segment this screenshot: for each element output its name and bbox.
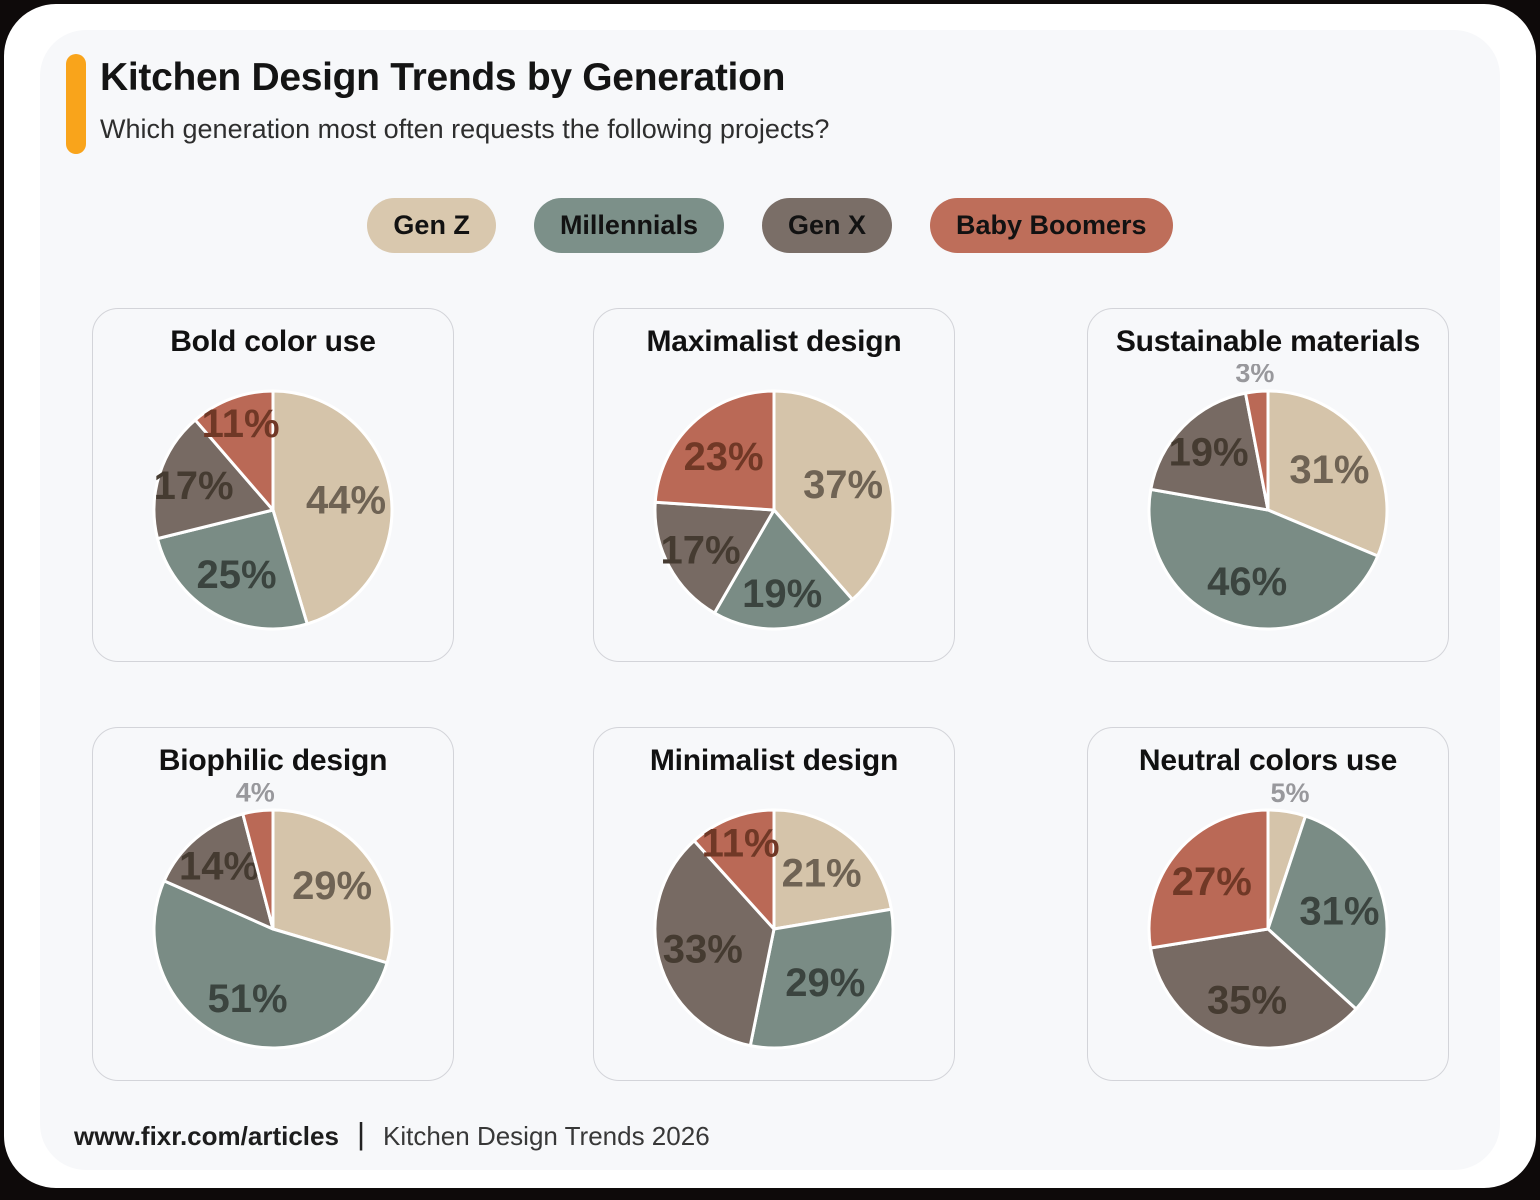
pie-label-gen-z: 21% <box>782 852 862 896</box>
pie-slice-baby-boomers <box>1147 808 1270 950</box>
legend: Gen Z Millennials Gen X Baby Boomers <box>40 198 1500 253</box>
pie-slice-gen-x <box>152 418 275 541</box>
pie-slice-gen-z <box>271 389 394 626</box>
footer-caption: Kitchen Design Trends 2026 <box>383 1120 710 1151</box>
pie-label-millennials: 31% <box>1299 889 1379 933</box>
pie-slice-gen-x <box>653 839 776 1048</box>
pie-label-baby-boomers: 23% <box>684 435 764 479</box>
pie-label-gen-z: 5% <box>1270 783 1309 808</box>
pie-label-millennials: 51% <box>207 977 287 1021</box>
footer: www.fixr.com/articles | Kitchen Design T… <box>74 1116 710 1154</box>
pie-chart-bold-color-use: 44% 25% 17% 11% <box>152 389 394 631</box>
pie-slice-gen-x <box>162 812 275 931</box>
pie-label-gen-x: 14% <box>179 845 259 889</box>
legend-pill-gen-z: Gen Z <box>367 198 496 253</box>
chart-card-title: Neutral colors use <box>1138 744 1398 777</box>
chart-card-minimalist-design: Minimalist design 21% 29% 33% 11% <box>593 727 955 1081</box>
pie-label-baby-boomers: 27% <box>1172 860 1252 904</box>
pie-label-gen-x: 33% <box>663 928 743 972</box>
pie-slice-millennials <box>1147 487 1380 631</box>
chart-card-biophilic-design: Biophilic design 29% 51% 14% 4% <box>92 727 454 1081</box>
pie-slice-millennials <box>713 508 854 631</box>
page-title: Kitchen Design Trends by Generation <box>100 56 786 99</box>
pie-slice-millennials <box>1266 814 1389 1011</box>
pie-label-baby-boomers: 3% <box>1235 364 1274 388</box>
chart-card-title: Sustainable materials <box>1115 325 1421 358</box>
pie-slice-millennials <box>152 879 389 1050</box>
pie-slice-gen-x <box>1149 391 1270 512</box>
chart-card-title: Biophilic design <box>158 744 388 777</box>
pie-slice-millennials <box>155 508 309 631</box>
pie-slice-gen-x <box>1149 927 1358 1050</box>
pie-chart-neutral-colors-use: 5% 31% 35% 27% <box>1147 783 1389 1050</box>
pie-slice-gen-z <box>772 808 893 931</box>
pie-slice-gen-z <box>772 389 895 601</box>
pie-label-baby-boomers: 11% <box>202 402 280 446</box>
chart-card-maximalist-design: Maximalist design 37% 19% 17% 23% <box>593 308 955 662</box>
pie-label-gen-z: 44% <box>306 478 386 522</box>
pie-label-gen-z: 31% <box>1289 448 1369 492</box>
pie-label-gen-x: 19% <box>1169 431 1249 475</box>
pie-slice-baby-boomers <box>653 389 776 512</box>
pie-label-gen-z: 37% <box>803 463 883 507</box>
pie-chart-biophilic-design: 29% 51% 14% 4% <box>152 783 394 1050</box>
pie-slice-baby-boomers <box>692 808 776 931</box>
pie-label-gen-x: 17% <box>154 464 234 508</box>
legend-pill-millennials: Millennials <box>533 198 724 253</box>
legend-pill-gen-x: Gen X <box>761 198 893 253</box>
footer-separator: | <box>356 1116 365 1151</box>
infographic-canvas: Kitchen Design Trends by Generation Whic… <box>4 4 1536 1188</box>
page-subtitle: Which generation most often requests the… <box>100 114 830 144</box>
pie-chart-sustainable-materials: 31% 46% 19% 3% <box>1147 364 1389 631</box>
pie-slice-gen-z <box>1266 389 1389 558</box>
chart-card-title: Bold color use <box>170 325 376 358</box>
pie-label-millennials: 29% <box>785 961 865 1005</box>
pie-slice-gen-x <box>653 500 776 615</box>
pie-label-millennials: 25% <box>196 553 276 597</box>
main-card: Kitchen Design Trends by Generation Whic… <box>40 30 1500 1170</box>
pie-label-gen-x: 17% <box>660 528 740 572</box>
pie-label-baby-boomers: 4% <box>236 783 275 808</box>
chart-card-title: Maximalist design <box>646 325 902 358</box>
footer-site-url: www.fixr.com/articles <box>74 1120 339 1151</box>
pie-label-millennials: 46% <box>1207 560 1287 604</box>
chart-card-title: Minimalist design <box>649 744 899 777</box>
title-accent-bar <box>66 54 86 154</box>
legend-pill-baby-boomers: Baby Boomers <box>930 198 1173 253</box>
pie-chart-minimalist-design: 21% 29% 33% 11% <box>653 808 895 1050</box>
pie-slice-baby-boomers <box>193 389 275 512</box>
chart-card-neutral-colors-use: Neutral colors use 5% 31% 35% 27% <box>1087 727 1449 1081</box>
pie-slice-baby-boomers <box>241 808 275 931</box>
pie-chart-maximalist-design: 37% 19%17% 23% <box>653 389 895 631</box>
pie-slice-millennials <box>748 907 895 1050</box>
pie-label-gen-x: 35% <box>1207 979 1287 1023</box>
pie-slice-baby-boomers <box>1243 389 1270 512</box>
pie-label-gen-z: 29% <box>292 864 372 908</box>
chart-card-bold-color-use: Bold color use 44% 25% 17% 11% <box>92 308 454 662</box>
pie-label-baby-boomers: 11% <box>702 821 780 865</box>
pie-slice-gen-z <box>271 808 394 965</box>
pie-label-millennials: 19% <box>742 572 822 616</box>
chart-card-sustainable-materials: Sustainable materials 31% 46% 19% 3% <box>1087 308 1449 662</box>
